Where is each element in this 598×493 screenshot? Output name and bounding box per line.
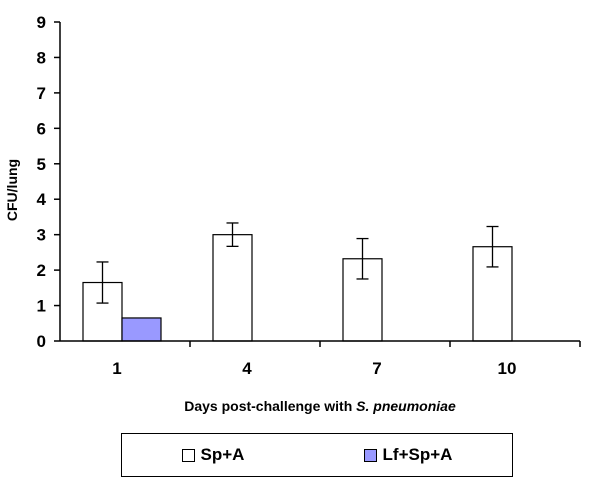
x-tick-label: 7 bbox=[372, 359, 381, 378]
legend-item-sp-a: Sp+A bbox=[181, 445, 245, 465]
legend-item-lf-sp-a: Lf+Sp+A bbox=[363, 445, 453, 465]
legend-label-lf-sp-a: Lf+Sp+A bbox=[382, 445, 453, 464]
y-axis-ticks: 0 1 2 3 4 5 6 7 8 9 bbox=[37, 13, 60, 351]
error-bar bbox=[226, 222, 239, 248]
legend-swatch-sp-a bbox=[181, 448, 195, 462]
x-tick-label: 4 bbox=[242, 359, 252, 378]
x-axis-ticks: 1 4 7 10 bbox=[112, 341, 581, 378]
bar-lf-sp-a bbox=[121, 317, 162, 342]
error-bar bbox=[356, 237, 369, 280]
y-tick-label: 0 bbox=[37, 332, 46, 351]
legend: Sp+A Lf+Sp+A bbox=[121, 433, 513, 477]
x-axis-title: Days post-challenge with S. pneumoniae bbox=[184, 398, 456, 414]
y-tick-label: 8 bbox=[37, 48, 46, 67]
y-tick-label: 4 bbox=[37, 190, 47, 209]
y-tick-label: 5 bbox=[37, 155, 46, 174]
x-tick-label: 1 bbox=[112, 359, 121, 378]
error-bars bbox=[96, 222, 499, 304]
bar-sp-a bbox=[212, 234, 253, 342]
bars bbox=[82, 234, 513, 342]
x-tick-label: 10 bbox=[498, 359, 517, 378]
x-axis-title-italic: S. pneumoniae bbox=[356, 398, 456, 414]
y-tick-label: 6 bbox=[37, 119, 46, 138]
y-axis-title: CFU/lung bbox=[4, 159, 20, 221]
error-bar bbox=[96, 261, 109, 304]
y-tick-label: 7 bbox=[37, 84, 46, 103]
error-bar bbox=[486, 225, 499, 268]
x-axis-title-prefix: Days post-challenge with bbox=[184, 398, 356, 414]
y-tick-label: 2 bbox=[37, 261, 46, 280]
y-tick-label: 1 bbox=[37, 297, 46, 316]
y-tick-label: 9 bbox=[37, 13, 46, 32]
y-tick-label: 3 bbox=[37, 226, 46, 245]
legend-swatch-lf-sp-a bbox=[363, 448, 377, 462]
legend-label-sp-a: Sp+A bbox=[200, 445, 245, 464]
